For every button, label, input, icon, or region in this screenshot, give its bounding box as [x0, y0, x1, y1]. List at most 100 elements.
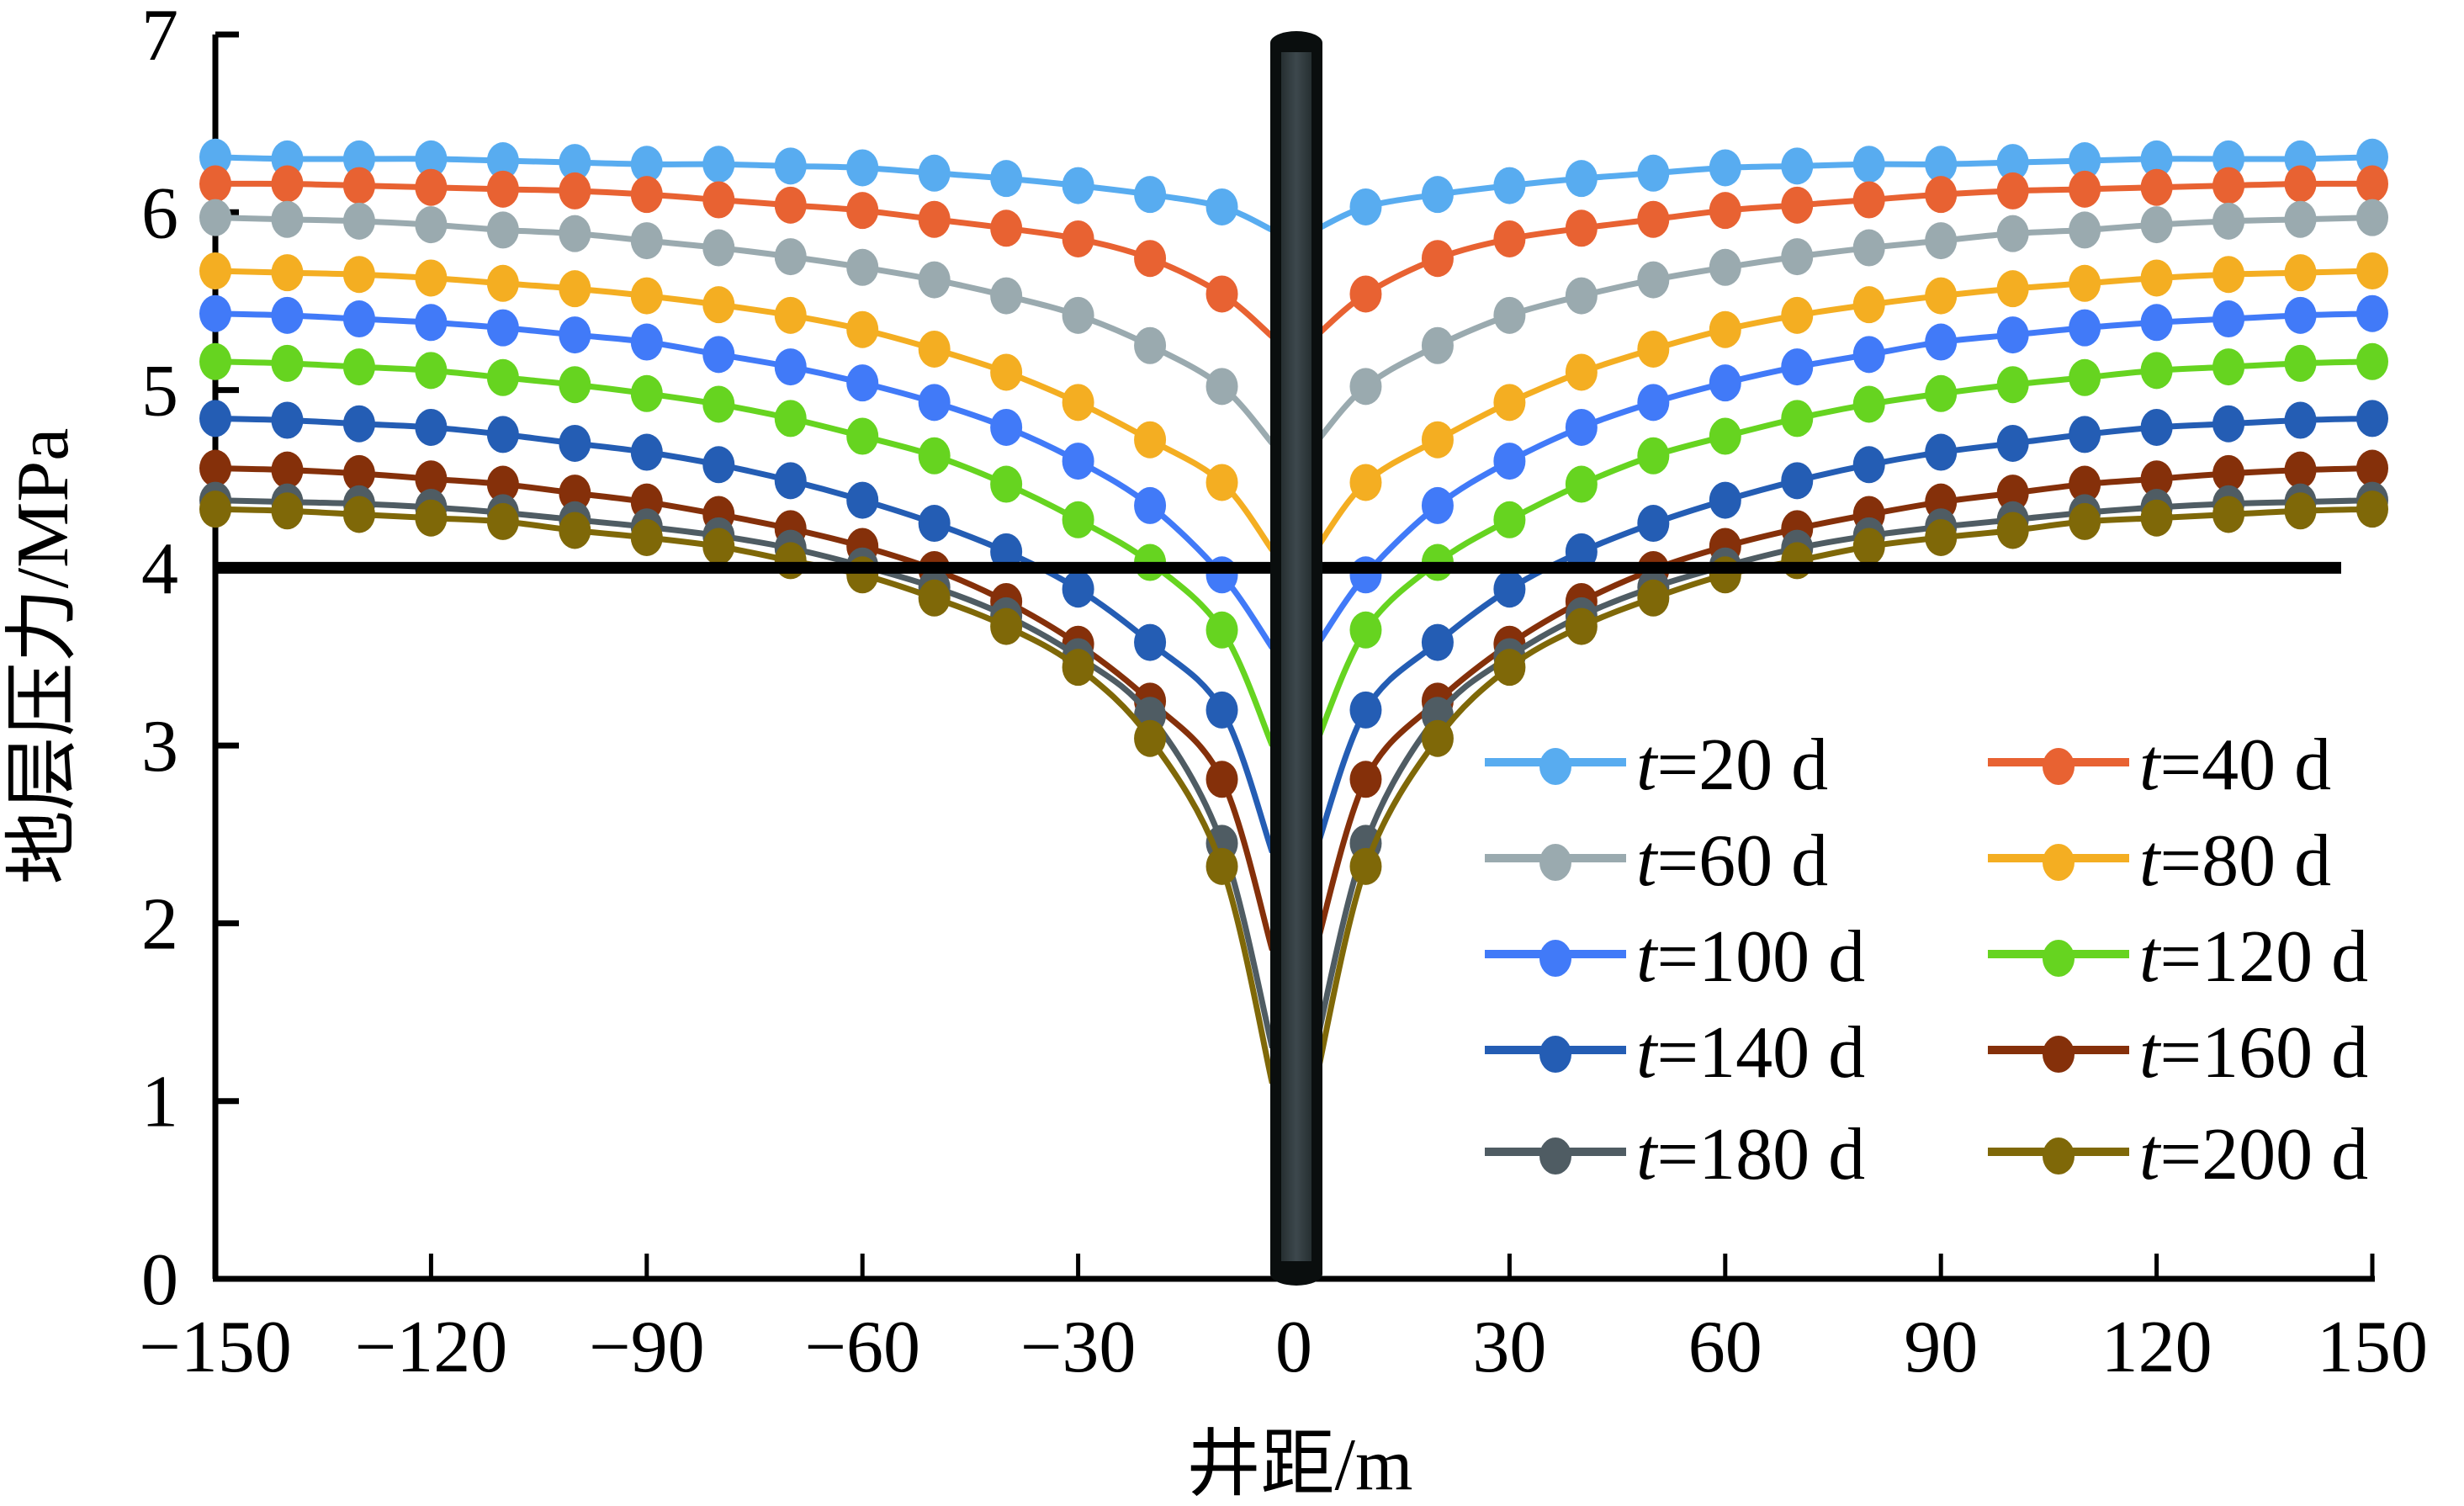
x-tick-label: 90	[1904, 1307, 1978, 1388]
data-point	[486, 264, 519, 302]
legend-label: t=100 d	[1636, 916, 1865, 998]
series-line-left	[215, 268, 1275, 552]
data-point	[271, 296, 304, 334]
series-line-left	[215, 180, 1274, 339]
data-point	[2140, 304, 2173, 342]
series-t-60-d	[199, 199, 2388, 446]
y-tick-label: 3	[141, 706, 178, 787]
data-point	[1134, 623, 1167, 661]
series-line-left	[215, 310, 1275, 650]
series-t-80-d	[199, 252, 2388, 552]
data-point	[1996, 172, 2029, 209]
data-point	[1421, 421, 1454, 459]
data-point	[1134, 240, 1167, 278]
data-point	[1349, 275, 1382, 313]
data-point	[2140, 168, 2173, 206]
x-axis-title: 井距/m	[1187, 1424, 1413, 1506]
legend-label-value: =60 d	[1656, 820, 1828, 902]
data-point	[486, 211, 519, 249]
y-tick-label: 5	[141, 351, 178, 432]
data-point	[702, 286, 735, 324]
data-point	[2069, 211, 2101, 249]
data-point	[559, 316, 591, 354]
data-point	[630, 277, 663, 315]
data-point	[2069, 170, 2101, 208]
data-point	[1493, 384, 1526, 422]
legend-label-value: =200 d	[2159, 1114, 2368, 1196]
data-point	[1565, 160, 1598, 198]
data-point	[1637, 505, 1670, 543]
legend-label: t=80 d	[2139, 820, 2331, 902]
data-point	[702, 336, 735, 374]
data-point	[702, 385, 735, 423]
data-point	[559, 270, 591, 308]
data-point	[990, 277, 1023, 315]
data-point	[918, 261, 951, 299]
data-point	[846, 481, 879, 519]
legend-item: t=20 d	[1485, 724, 1828, 806]
data-point	[702, 528, 735, 565]
data-point	[1206, 761, 1238, 798]
legend-label-variable: t	[1636, 916, 1659, 998]
data-point	[415, 304, 448, 342]
data-point	[2140, 140, 2173, 178]
data-point	[342, 256, 375, 294]
data-point	[2284, 200, 2317, 238]
data-point	[1637, 330, 1670, 368]
x-tick-label: 0	[1275, 1307, 1312, 1388]
data-point	[2284, 254, 2317, 292]
data-point	[342, 454, 375, 492]
data-point	[1565, 408, 1598, 446]
data-point	[1134, 719, 1167, 757]
data-point	[630, 374, 663, 412]
y-tick-label: 0	[141, 1239, 178, 1321]
data-point	[559, 172, 591, 209]
data-point	[1996, 512, 2029, 549]
legend-label-value: =180 d	[1656, 1114, 1865, 1196]
data-point	[774, 296, 807, 334]
data-point	[918, 154, 951, 192]
data-point	[415, 460, 448, 498]
data-point	[486, 170, 519, 208]
legend-label: t=40 d	[2139, 724, 2331, 806]
legend-item: t=100 d	[1485, 916, 1865, 998]
data-point	[1565, 353, 1598, 391]
data-point	[1781, 348, 1814, 386]
data-point	[486, 309, 519, 347]
data-point	[1925, 518, 1958, 556]
legend-label-variable: t	[2139, 916, 2162, 998]
data-point	[1996, 215, 2029, 252]
data-point	[486, 142, 519, 180]
data-point	[1349, 761, 1382, 798]
series-line-left	[215, 497, 1275, 1049]
data-point	[342, 496, 375, 533]
data-point	[559, 512, 591, 549]
data-point	[1062, 501, 1094, 538]
data-point	[2356, 165, 2388, 203]
data-point	[1852, 181, 1885, 219]
data-point	[1565, 533, 1598, 570]
legend-label: t=180 d	[1636, 1114, 1865, 1196]
data-point	[1349, 368, 1382, 406]
data-point	[630, 146, 663, 183]
data-point	[990, 465, 1023, 503]
data-point	[990, 160, 1023, 198]
y-tick-label: 2	[141, 883, 178, 965]
data-point	[2212, 454, 2245, 492]
legend-item: t=180 d	[1485, 1114, 1865, 1196]
data-point	[1709, 310, 1741, 348]
data-point	[1493, 570, 1526, 608]
data-point	[1206, 691, 1238, 729]
legend-marker	[1539, 748, 1571, 785]
legend-label-variable: t	[1636, 1012, 1659, 1094]
data-point	[990, 533, 1023, 570]
data-point	[2212, 140, 2245, 178]
data-point	[1062, 570, 1094, 608]
data-point	[2284, 451, 2317, 489]
data-point	[2356, 342, 2388, 380]
series-line-right	[1312, 310, 2373, 650]
y-tick-label: 6	[141, 172, 178, 254]
legend-marker	[1539, 844, 1571, 881]
legend-marker	[1539, 1036, 1571, 1073]
data-point	[2212, 496, 2245, 533]
